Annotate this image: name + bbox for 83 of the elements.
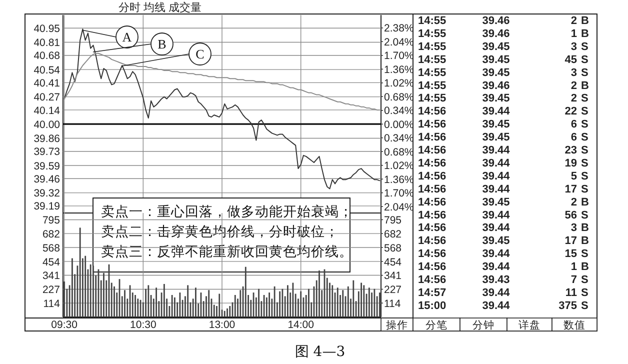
y2-tick-label: 2.04%: [384, 201, 414, 214]
y-tick-label: 40.14: [34, 104, 60, 117]
y2-tick-label: 0.68%: [384, 146, 414, 158]
x-tick-label: 09:30: [51, 319, 78, 331]
y-tick-label: 114: [43, 298, 60, 310]
text: 14:55 39.46 2 B: [418, 15, 589, 27]
y-tick-label: 40.68: [34, 50, 60, 62]
text: 14:56 39.44 22 S: [418, 106, 588, 118]
text: 14:56 39.43 7 S: [418, 274, 588, 286]
annotation: B: [158, 36, 167, 52]
y-tick-label: 795: [42, 214, 60, 227]
y-tick-label: 40.00: [34, 118, 60, 131]
y2-tick-label: 0.34%: [384, 105, 414, 118]
y2-tick-label: 1.70%: [384, 188, 414, 200]
y2-tick-label: 682: [384, 228, 402, 240]
text: 14:55 39.45 2 S: [418, 92, 588, 105]
y2-tick-label: 227: [384, 284, 402, 296]
y2-tick-label: 0.00%: [384, 118, 414, 131]
text: 14:56 39.45 2 B: [418, 196, 589, 208]
x-tick-label: 10:30: [130, 319, 156, 331]
annotation: A: [122, 30, 132, 44]
caption: 图 4—3: [294, 344, 346, 360]
text: 详盘: [518, 318, 540, 332]
text: 14:56 39.44 23 S: [418, 144, 588, 156]
y2-tick-label: 0.34%: [384, 132, 414, 145]
y-tick-label: 39.59: [34, 160, 60, 172]
x-tick-label: 13:00: [208, 319, 236, 331]
text: 15:00 39.44 375 S: [418, 300, 588, 312]
y-tick-label: 341: [42, 270, 60, 282]
y-tick-label: 568: [42, 242, 60, 254]
text: 14:56 39.45 6 S: [418, 118, 588, 131]
y2-tick-label: 2.38%: [384, 22, 414, 35]
y2-tick-label: 1.02%: [384, 160, 414, 172]
text: 14:57 39.44 11 S: [418, 286, 588, 299]
text: 14:56 39.44 5 S: [418, 170, 588, 182]
y-tick-label: 40.27: [34, 92, 60, 104]
y-tick-label: 40.81: [34, 37, 60, 50]
annotation: 卖点三：反弹不能重新收回黄色均价线。: [101, 244, 353, 260]
chart-title: 分时 均线 成交量: [118, 1, 202, 14]
text: 14:56 39.44 1 B: [418, 261, 589, 274]
y2-tick-label: 2.04%: [384, 36, 414, 48]
annotation: C: [196, 46, 204, 62]
text: 14:56 39.45 17 B: [418, 235, 589, 248]
text: 14:56 39.44 19 S: [418, 157, 588, 170]
y2-tick-label: 114: [384, 298, 401, 310]
text: 14:56 39.44 56 S: [418, 209, 588, 222]
y-tick-label: 39.32: [34, 188, 60, 200]
y-tick-label: 40.41: [34, 77, 60, 90]
annotation: 卖点二：击穿黄色均价线，分时破位；: [101, 224, 339, 240]
annotation: 卖点一：重心回落，做多动能开始衰竭；: [101, 204, 353, 220]
y-tick-label: 39.73: [34, 146, 60, 158]
y-tick-label: 682: [42, 228, 60, 240]
y-tick-label: 40.95: [34, 22, 60, 35]
y2-tick-label: 1.36%: [384, 64, 414, 76]
text: 数值: [564, 320, 586, 332]
text: 操作: [386, 320, 408, 332]
line-series: [64, 28, 380, 190]
x-tick-label: 14:00: [288, 319, 314, 331]
y2-tick-label: 454: [384, 256, 402, 268]
text: 14:55 39.45 3 S: [418, 66, 588, 79]
y2-tick-label: 1.36%: [384, 174, 414, 186]
text: 14:55 39.46 2 B: [418, 80, 589, 92]
text: 14:56 39.44 17 S: [418, 183, 588, 196]
y2-tick-label: 795: [384, 214, 402, 227]
text: 14:55 39.46 1 B: [418, 28, 589, 40]
text: 14:55 39.45 3 S: [418, 40, 588, 53]
y2-tick-label: 341: [384, 270, 402, 282]
y-tick-label: 39.46: [34, 173, 60, 186]
y-tick-label: 454: [42, 256, 60, 268]
y2-tick-label: 0.68%: [384, 91, 414, 104]
text: 14:55 39.45 45 S: [418, 54, 588, 66]
text: 14:56 39.44 3 B: [418, 222, 589, 234]
y-tick-label: 227: [42, 284, 60, 296]
text: 14:56 39.44 15 S: [418, 248, 588, 260]
text: 分钟: [472, 320, 494, 332]
text: 分笔: [426, 320, 448, 332]
y-tick-label: 39.86: [34, 133, 60, 146]
y-tick-label: 39.19: [34, 200, 60, 213]
text: 14:56 39.45 6 S: [418, 132, 588, 144]
y2-tick-label: 568: [384, 242, 402, 254]
y-tick-label: 40.54: [34, 64, 60, 76]
y2-tick-label: 1.02%: [384, 78, 414, 90]
y2-tick-label: 1.70%: [384, 50, 414, 62]
